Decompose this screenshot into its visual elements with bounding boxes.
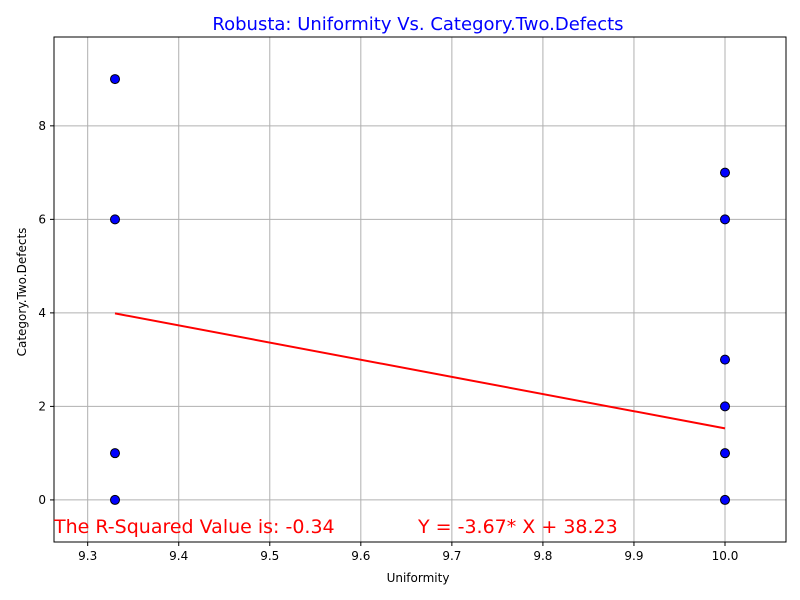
y-tick-label: 2	[38, 399, 46, 413]
r-squared-annotation: The R-Squared Value is: -0.34	[53, 516, 335, 538]
x-tick-label: 9.6	[351, 549, 370, 563]
data-point	[720, 214, 730, 225]
x-tick-label: 9.7	[442, 549, 461, 563]
x-tick-label: 10.0	[712, 549, 739, 563]
data-point	[110, 494, 120, 505]
y-axis-label: Category.Two.Defects	[15, 228, 29, 357]
y-tick-label: 4	[38, 306, 46, 320]
x-axis-label: Uniformity	[387, 571, 450, 585]
x-axis-ticks: 9.3 9.4 9.5 9.6 9.7 9.8 9.9 10.0	[78, 542, 738, 563]
grid-lines	[54, 37, 786, 542]
x-tick-label: 9.8	[533, 549, 552, 563]
data-point	[720, 448, 730, 459]
regression-line-layer	[114, 312, 726, 430]
data-point	[720, 354, 730, 365]
data-point	[720, 401, 730, 412]
data-point	[110, 74, 120, 85]
data-point	[720, 494, 730, 505]
y-tick-label: 6	[38, 212, 46, 226]
data-point	[110, 448, 120, 459]
x-tick-label: 9.4	[169, 549, 188, 563]
y-tick-label: 8	[38, 119, 46, 133]
chart-title: Robusta: Uniformity Vs. Category.Two.Def…	[212, 14, 623, 35]
x-tick-label: 9.9	[624, 549, 643, 563]
regression-line	[114, 312, 726, 430]
equation-annotation: Y = -3.67* X + 38.23	[417, 516, 618, 538]
x-tick-label: 9.3	[78, 549, 97, 563]
data-point	[110, 214, 120, 225]
plot-frame	[53, 36, 787, 543]
y-axis-ticks: 0 2 4 6 8	[38, 119, 54, 507]
x-tick-label: 9.5	[260, 549, 279, 563]
y-tick-label: 0	[38, 493, 46, 507]
data-points	[110, 74, 730, 505]
data-point	[720, 167, 730, 178]
